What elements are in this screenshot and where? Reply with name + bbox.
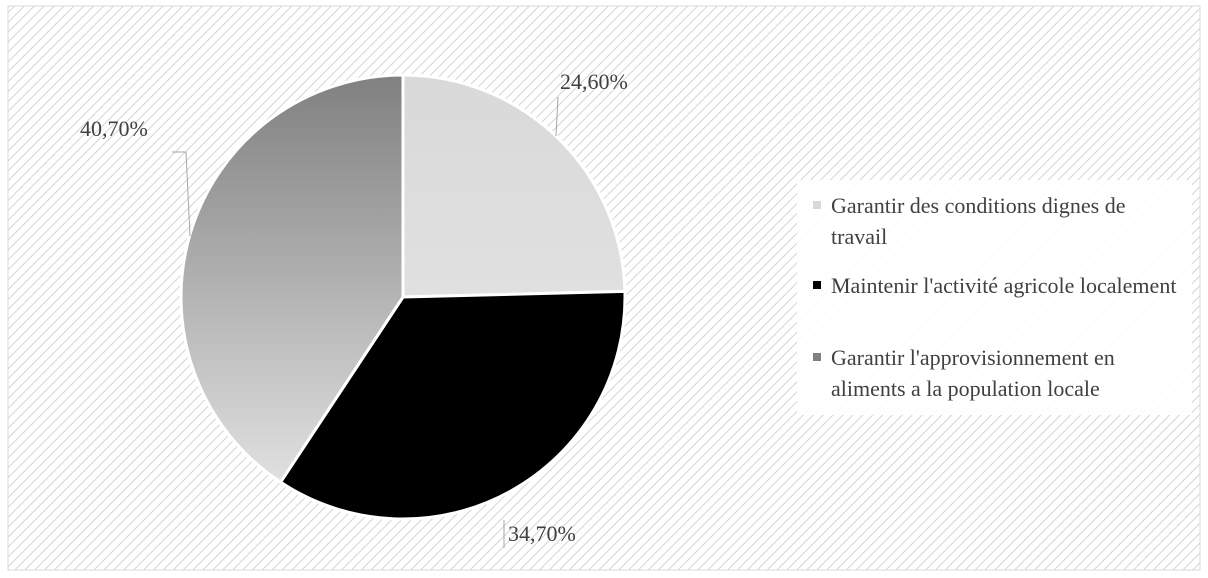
legend: Garantir des conditions dignes de travai…: [797, 180, 1192, 415]
pie-slice: [401, 73, 627, 299]
leader-line: [555, 96, 559, 137]
legend-label: Maintenir l'activité agricole localement: [831, 273, 1177, 298]
legend-label: Garantir des conditions dignes de travai…: [831, 193, 1126, 249]
pie-slice: [179, 73, 405, 485]
data-label: 24,60%: [560, 69, 628, 94]
data-label: 40,70%: [80, 116, 148, 141]
leader-line: [172, 151, 191, 237]
legend-swatch: [813, 281, 821, 289]
legend-swatch: [813, 353, 821, 361]
legend-label: Garantir l'approvisionnement en aliments…: [831, 345, 1115, 401]
pie-slice: [278, 289, 627, 521]
data-label: 34,70%: [508, 521, 576, 546]
legend-swatch: [813, 201, 821, 209]
